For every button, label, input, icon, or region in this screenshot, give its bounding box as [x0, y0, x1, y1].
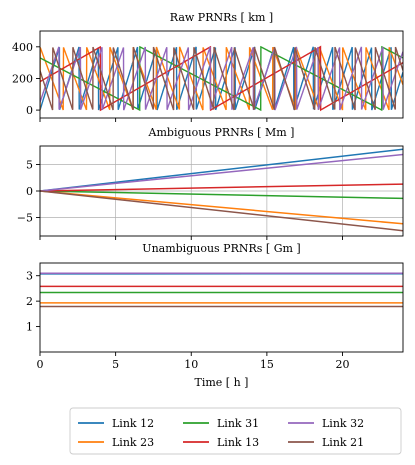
- series-line: [40, 46, 403, 111]
- y-tick-label: 1: [26, 321, 33, 334]
- y-tick-label: −5: [17, 211, 33, 224]
- axes-frame: [39, 262, 404, 353]
- legend-item: Link 13: [183, 436, 259, 449]
- panel-1: Raw PRNRs [ km ] 0 200 400: [12, 11, 404, 122]
- legend-item: Link 32: [288, 417, 364, 430]
- y-tick-label: 400: [12, 41, 33, 54]
- y-tick-label: 200: [12, 72, 33, 85]
- y-tick-label: 0: [26, 185, 33, 198]
- series-group: [40, 148, 403, 232]
- x-tick-label: 0: [37, 358, 44, 371]
- legend-item: Link 12: [78, 417, 154, 430]
- y-tick-label: 2: [26, 295, 33, 308]
- series-line: [40, 153, 403, 192]
- x-tick-label: 20: [336, 358, 350, 371]
- series-line: [40, 46, 403, 111]
- series-line: [40, 148, 403, 192]
- legend-label: Link 12: [112, 417, 154, 430]
- panel-title: Ambiguous PRNRs [ Mm ]: [148, 126, 295, 139]
- legend-label: Link 32: [322, 417, 364, 430]
- panel-title: Raw PRNRs [ km ]: [170, 11, 273, 24]
- x-tick-label: 10: [184, 358, 198, 371]
- panel-3: Unambiguous PRNRs [ Gm ] 1 2 3 0 5 10 15 20 Time …: [26, 242, 404, 389]
- panel-title: Unambiguous PRNRs [ Gm ]: [142, 242, 300, 255]
- series-line: [40, 45, 403, 112]
- y-tick-label: 0: [26, 104, 33, 117]
- series-line: [40, 190, 403, 225]
- series-line: [40, 190, 403, 200]
- series-group: [40, 45, 403, 112]
- y-tick-label: 5: [26, 159, 33, 172]
- series-group: [40, 272, 403, 308]
- legend-label: Link 31: [217, 417, 259, 430]
- axes-frame: [39, 30, 404, 119]
- panel-2: Ambiguous PRNRs [ Mm ] −5 0 5: [17, 126, 404, 240]
- y-tick-label: 3: [26, 270, 33, 283]
- legend: Link 12 Link 23 Link 31 Link 13 Link 32 Link …: [69, 407, 402, 455]
- legend-label: Link 21: [322, 436, 364, 449]
- x-axis-label: Time [ h ]: [195, 376, 249, 389]
- series-line: [40, 183, 403, 192]
- x-tick-label: 15: [260, 358, 274, 371]
- legend-label: Link 23: [112, 436, 154, 449]
- series-line: [40, 190, 403, 232]
- x-tick-label: 5: [112, 358, 119, 371]
- legend-item: Link 31: [183, 417, 259, 430]
- legend-item: Link 21: [288, 436, 364, 449]
- legend-box: [69, 407, 402, 455]
- legend-item: Link 23: [78, 436, 154, 449]
- legend-label: Link 13: [217, 436, 259, 449]
